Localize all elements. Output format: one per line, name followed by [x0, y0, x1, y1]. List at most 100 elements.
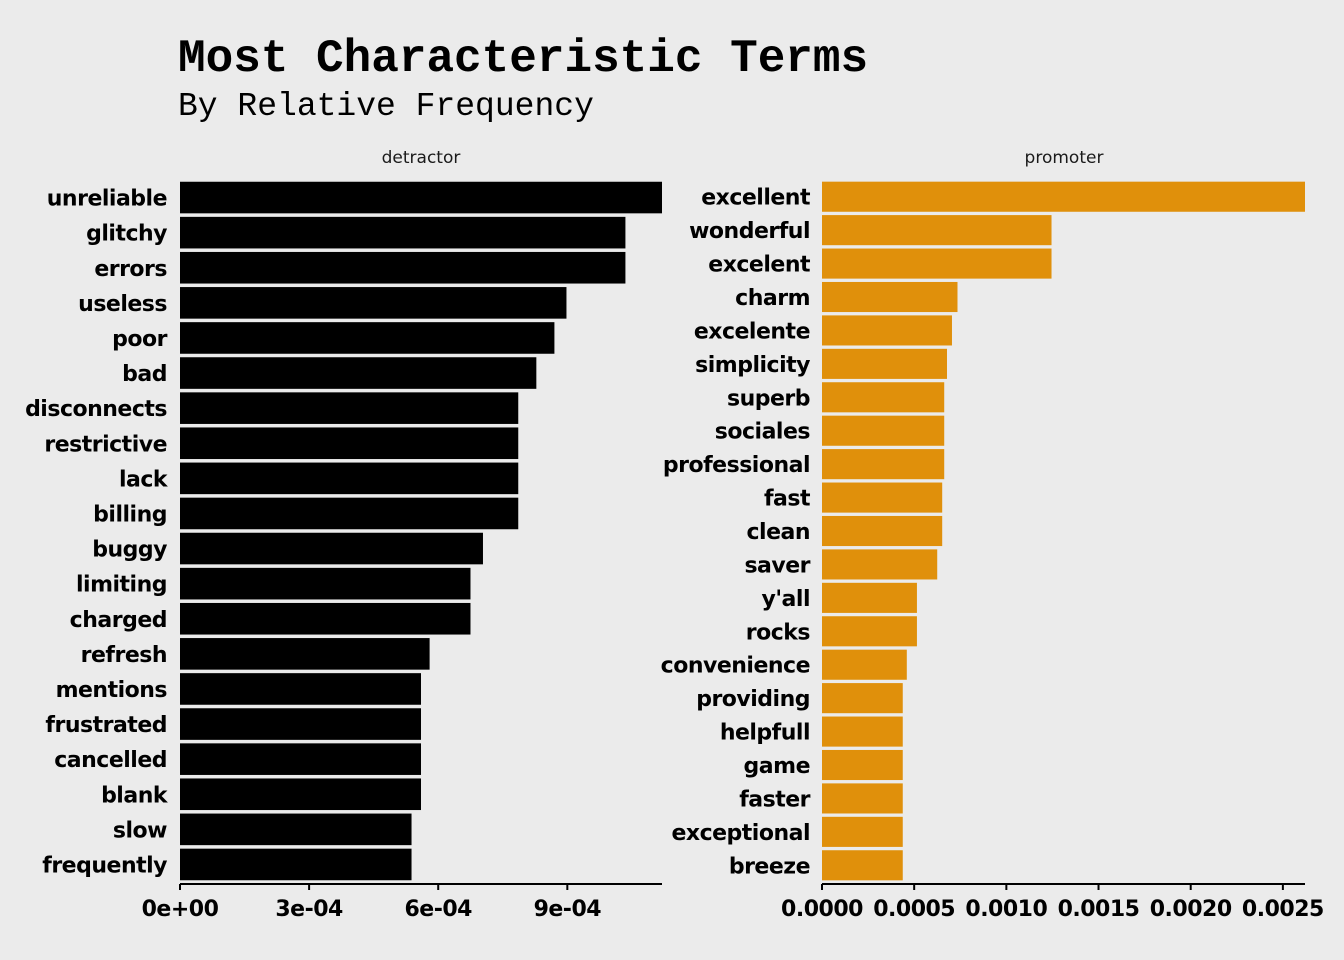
- bar-detractor-disconnects: [180, 392, 519, 424]
- category-label-detractor-blank: blank: [101, 783, 169, 808]
- bar-promoter-providing: [822, 683, 903, 714]
- bar-detractor-lack: [180, 462, 519, 495]
- category-label-promoter-exceptional: exceptional: [671, 821, 810, 846]
- bar-detractor-mentions: [180, 673, 421, 705]
- bar-promoter-helpfull: [822, 716, 903, 747]
- category-label-promoter-helpfull: helpfull: [720, 721, 810, 746]
- bar-promoter-excellent: [822, 181, 1305, 212]
- facet-label-promoter: promoter: [1025, 148, 1104, 168]
- category-label-detractor-frustrated: frustrated: [45, 713, 167, 738]
- bar-promoter-professional: [822, 449, 945, 480]
- bar-detractor-buggy: [180, 532, 483, 565]
- category-label-promoter-convenience: convenience: [661, 654, 810, 679]
- category-label-detractor-disconnects: disconnects: [25, 397, 167, 422]
- facet-promoter: excellent wonderful excelent charm excelente…: [661, 181, 1324, 922]
- category-label-detractor-charged: charged: [70, 608, 167, 633]
- category-label-promoter-saver: saver: [744, 553, 810, 578]
- category-label-detractor-unreliable: unreliable: [47, 187, 167, 212]
- x-tick-label-detractor-1: 3e-04: [275, 897, 343, 922]
- bar-detractor-bad: [180, 357, 537, 389]
- x-tick-label-promoter-3: 0.0015: [1058, 897, 1140, 922]
- bar-promoter-exceptional: [822, 816, 903, 847]
- bar-detractor-blank: [180, 778, 421, 811]
- category-label-detractor-useless: useless: [78, 292, 167, 317]
- x-tick-label-promoter-1: 0.0005: [873, 897, 955, 922]
- bar-promoter-convenience: [822, 649, 907, 680]
- category-label-detractor-cancelled: cancelled: [54, 748, 167, 773]
- category-label-promoter-sociales: sociales: [715, 420, 811, 445]
- category-label-detractor-limiting: limiting: [76, 573, 167, 598]
- category-label-detractor-errors: errors: [94, 257, 167, 282]
- category-label-promoter-charm: charm: [735, 286, 810, 311]
- bar-detractor-refresh: [180, 638, 430, 670]
- category-label-promoter-y'all: y'all: [761, 587, 810, 612]
- category-label-promoter-fast: fast: [764, 487, 811, 512]
- category-label-detractor-mentions: mentions: [56, 678, 168, 703]
- bar-promoter-saver: [822, 549, 938, 580]
- x-tick-label-promoter-2: 0.0010: [965, 897, 1047, 922]
- bar-detractor-unreliable: [180, 181, 662, 214]
- bar-promoter-excelent: [822, 248, 1052, 279]
- bar-promoter-faster: [822, 783, 903, 814]
- x-tick-label-promoter-4: 0.0020: [1150, 897, 1232, 922]
- category-label-promoter-simplicity: simplicity: [695, 353, 810, 378]
- category-label-detractor-buggy: buggy: [92, 538, 167, 563]
- chart-subtitle: By Relative Frequency: [178, 88, 594, 125]
- category-label-promoter-superb: superb: [727, 386, 810, 411]
- category-label-promoter-excelent: excelent: [708, 253, 811, 278]
- bar-detractor-frequently: [180, 848, 412, 881]
- category-label-promoter-clean: clean: [746, 520, 810, 545]
- category-label-detractor-glitchy: glitchy: [86, 222, 167, 247]
- category-label-detractor-poor: poor: [112, 327, 167, 352]
- bar-promoter-superb: [822, 382, 945, 413]
- bar-promoter-game: [822, 749, 903, 781]
- bar-detractor-cancelled: [180, 743, 421, 775]
- category-label-promoter-excelente: excelente: [694, 319, 810, 344]
- category-label-detractor-refresh: refresh: [81, 643, 167, 668]
- bar-detractor-useless: [180, 287, 567, 319]
- x-tick-label-promoter-5: 0.0025: [1242, 897, 1324, 922]
- bar-promoter-clean: [822, 515, 943, 547]
- category-label-promoter-rocks: rocks: [746, 620, 811, 645]
- category-label-detractor-bad: bad: [122, 362, 167, 387]
- x-tick-label-detractor-3: 9e-04: [534, 897, 602, 922]
- bar-promoter-charm: [822, 281, 958, 313]
- category-label-promoter-excellent: excellent: [701, 186, 811, 211]
- chart-title: Most Characteristic Terms: [178, 33, 868, 85]
- bar-promoter-fast: [822, 482, 943, 513]
- category-label-detractor-billing: billing: [93, 502, 167, 527]
- facet-label-detractor: detractor: [382, 148, 461, 168]
- category-label-detractor-frequently: frequently: [42, 853, 167, 878]
- bar-promoter-excelente: [822, 315, 952, 346]
- bar-detractor-limiting: [180, 567, 471, 600]
- category-label-promoter-game: game: [744, 754, 810, 779]
- bar-promoter-sociales: [822, 415, 945, 446]
- x-tick-label-promoter-0: 0.0000: [781, 897, 863, 922]
- bar-promoter-rocks: [822, 616, 917, 647]
- category-label-promoter-professional: professional: [663, 453, 810, 478]
- bar-detractor-frustrated: [180, 708, 421, 740]
- category-label-promoter-breeze: breeze: [729, 854, 810, 879]
- bar-promoter-y'all: [822, 582, 917, 613]
- bar-promoter-simplicity: [822, 348, 947, 379]
- bar-detractor-slow: [180, 813, 412, 846]
- category-label-detractor-lack: lack: [119, 467, 169, 492]
- facet-detractor: unreliable glitchy errors useless poor bad dis…: [25, 181, 662, 922]
- x-tick-label-detractor-2: 6e-04: [404, 897, 472, 922]
- category-label-promoter-wonderful: wonderful: [689, 219, 810, 244]
- bar-detractor-restrictive: [180, 427, 519, 460]
- x-tick-label-detractor-0: 0e+00: [142, 897, 219, 922]
- bar-detractor-poor: [180, 322, 555, 354]
- category-label-detractor-slow: slow: [113, 818, 167, 843]
- bar-detractor-charged: [180, 602, 471, 635]
- bar-detractor-billing: [180, 497, 519, 530]
- bar-promoter-wonderful: [822, 215, 1052, 246]
- category-label-detractor-restrictive: restrictive: [44, 432, 167, 457]
- bar-detractor-glitchy: [180, 216, 626, 249]
- category-label-promoter-faster: faster: [739, 787, 810, 812]
- bar-promoter-breeze: [822, 850, 903, 881]
- bar-detractor-errors: [180, 251, 626, 284]
- category-label-promoter-providing: providing: [696, 687, 810, 712]
